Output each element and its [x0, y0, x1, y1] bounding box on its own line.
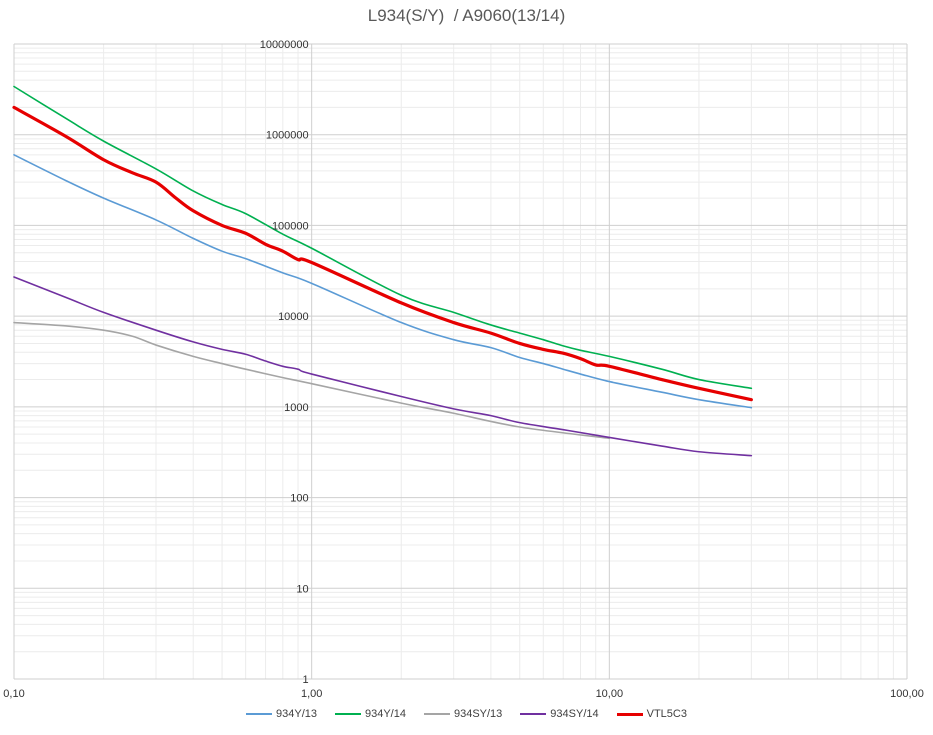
chart-title: L934(S/Y) / A9060(13/14) — [367, 6, 566, 25]
y-tick-label: 1000 — [284, 402, 308, 414]
y-tick-label: 1 — [303, 674, 309, 686]
legend-item-vtl5c3: VTL5C3 — [616, 705, 687, 723]
series-line-934y-13 — [13, 154, 753, 409]
x-tick-label: 0,10 — [3, 688, 24, 700]
x-tick-label: 100,00 — [890, 688, 924, 700]
legend-item-934sy-14: 934SY/14 — [520, 705, 599, 723]
legend-swatch — [616, 712, 643, 716]
x-tick-label: 10,00 — [596, 688, 624, 700]
legend-label: 934SY/13 — [453, 708, 503, 720]
legend-item-934y-14: 934Y/14 — [334, 705, 406, 723]
minor-gridlines — [14, 44, 907, 679]
series-line-vtl5c3 — [12, 105, 753, 402]
legend-item-934sy-13: 934SY/13 — [423, 705, 503, 723]
y-tick-label: 1000000 — [266, 130, 309, 142]
legend-label: 934Y/14 — [364, 708, 406, 720]
series-line-934sy-14 — [13, 276, 753, 457]
legend: 934Y/13 934Y/14 934SY/13 934SY/14 VTL5C3 — [0, 705, 933, 723]
y-tick-label: 100000 — [272, 220, 309, 232]
series-line-934y-14 — [13, 85, 753, 390]
series-line-934sy-13 — [13, 321, 611, 440]
legend-label: VTL5C3 — [646, 708, 687, 720]
legend-label: 934SY/14 — [550, 708, 599, 720]
legend-swatch — [334, 713, 361, 715]
y-tick-label: 10000000 — [260, 39, 309, 51]
legend-label: 934Y/13 — [276, 708, 317, 720]
legend-item-934y-13: 934Y/13 — [246, 705, 317, 723]
major-gridlines — [13, 43, 908, 680]
series-lines — [12, 85, 753, 457]
legend-swatch — [520, 713, 547, 715]
legend-swatch — [423, 713, 450, 715]
y-tick-label: 10 — [296, 583, 308, 595]
legend-swatch — [246, 713, 272, 715]
x-tick-label: 1,00 — [301, 688, 322, 700]
y-tick-label: 100 — [290, 493, 308, 505]
y-axis-ticks: 1 10 100 1000 10000 100000 1000000 10000000 — [260, 39, 309, 686]
x-axis-ticks: 0,10 1,00 10,00 100,00 — [3, 688, 924, 700]
y-tick-label: 10000 — [278, 311, 309, 323]
